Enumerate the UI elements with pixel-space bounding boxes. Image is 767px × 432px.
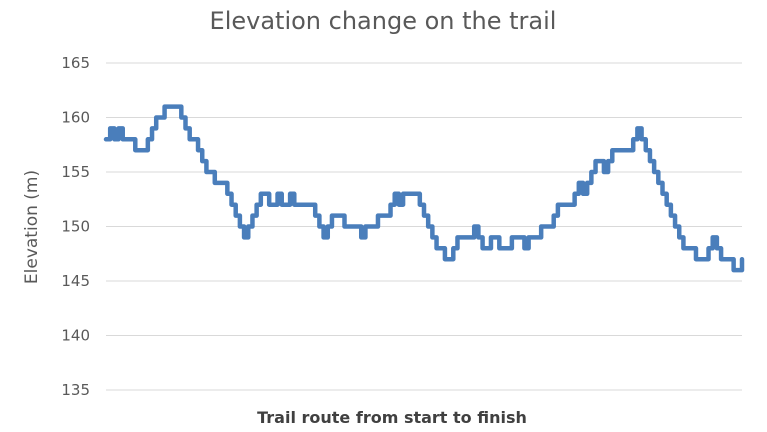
y-axis-label: Elevation (m) (22, 170, 42, 284)
y-axis-tick-labels: 135 140 145 150 155 160 165 (61, 54, 90, 399)
y-tick-label: 155 (61, 163, 90, 181)
x-axis-label: Trail route from start to finish (257, 408, 527, 427)
y-tick-label: 165 (61, 54, 90, 72)
y-tick-label: 140 (61, 327, 90, 345)
chart-title: Elevation change on the trail (210, 7, 557, 35)
gridlines (106, 62, 742, 391)
y-tick-label: 150 (61, 218, 90, 236)
y-tick-label: 135 (61, 381, 90, 399)
y-tick-label: 145 (61, 272, 90, 290)
series-line-elevation (103, 104, 745, 273)
y-tick-label: 160 (61, 109, 90, 127)
